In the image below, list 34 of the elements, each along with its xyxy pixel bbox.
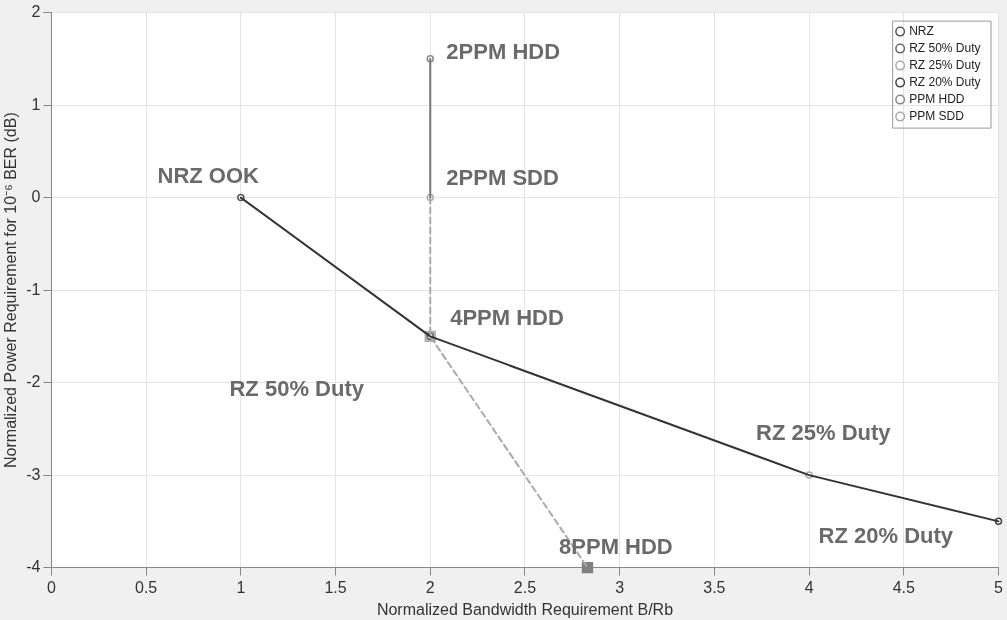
x-tick-label: 3.5 [703,578,726,596]
x-tick-label: 3 [615,578,625,596]
x-tick-label: 4 [804,578,814,596]
annotation: 2PPM HDD [446,39,561,65]
x-tick-label: 0.5 [135,578,158,596]
legend-label: PPM SDD [909,108,965,123]
x-tick-label: 1 [236,578,246,596]
annotation: 8PPM HDD [559,534,673,560]
legend-label: RZ 20% Duty [909,74,981,89]
annotation: 4PPM HDD [450,304,564,330]
y-tick-label: -4 [26,558,41,576]
y-tick-label: -3 [26,465,41,483]
x-axis-title: Normalized Bandwidth Requirement B/Rb [376,600,674,618]
y-tick-label: 0 [31,188,41,206]
annotation: NRZ OOK [157,162,260,188]
x-tick-label: 2.5 [513,578,537,596]
annotation: RZ 25% Duty [756,419,892,445]
x-tick-label: 1.5 [324,578,347,596]
y-tick-label: -2 [26,373,41,391]
y-tick-label: -1 [26,280,41,298]
annotation: 2PPM SDD [446,164,559,190]
y-axis-title: Normalized Power Requirement for 10⁻⁶ BER (dB) [2,112,20,468]
x-tick-label: 2 [425,578,435,596]
legend-label: RZ 25% Duty [909,57,981,72]
annotation: RZ 20% Duty [818,523,954,549]
y-tick-label: 1 [31,95,41,113]
legend-label: PPM HDD [909,91,965,106]
x-tick-label: 0 [46,578,56,596]
legend-label: RZ 50% Duty [909,40,981,55]
y-tick-label: 2 [31,3,41,21]
legend-label: NRZ [909,23,934,38]
annotation: RZ 50% Duty [229,375,365,401]
x-tick-label: 5 [994,578,1004,596]
x-tick-label: 4.5 [892,578,916,596]
